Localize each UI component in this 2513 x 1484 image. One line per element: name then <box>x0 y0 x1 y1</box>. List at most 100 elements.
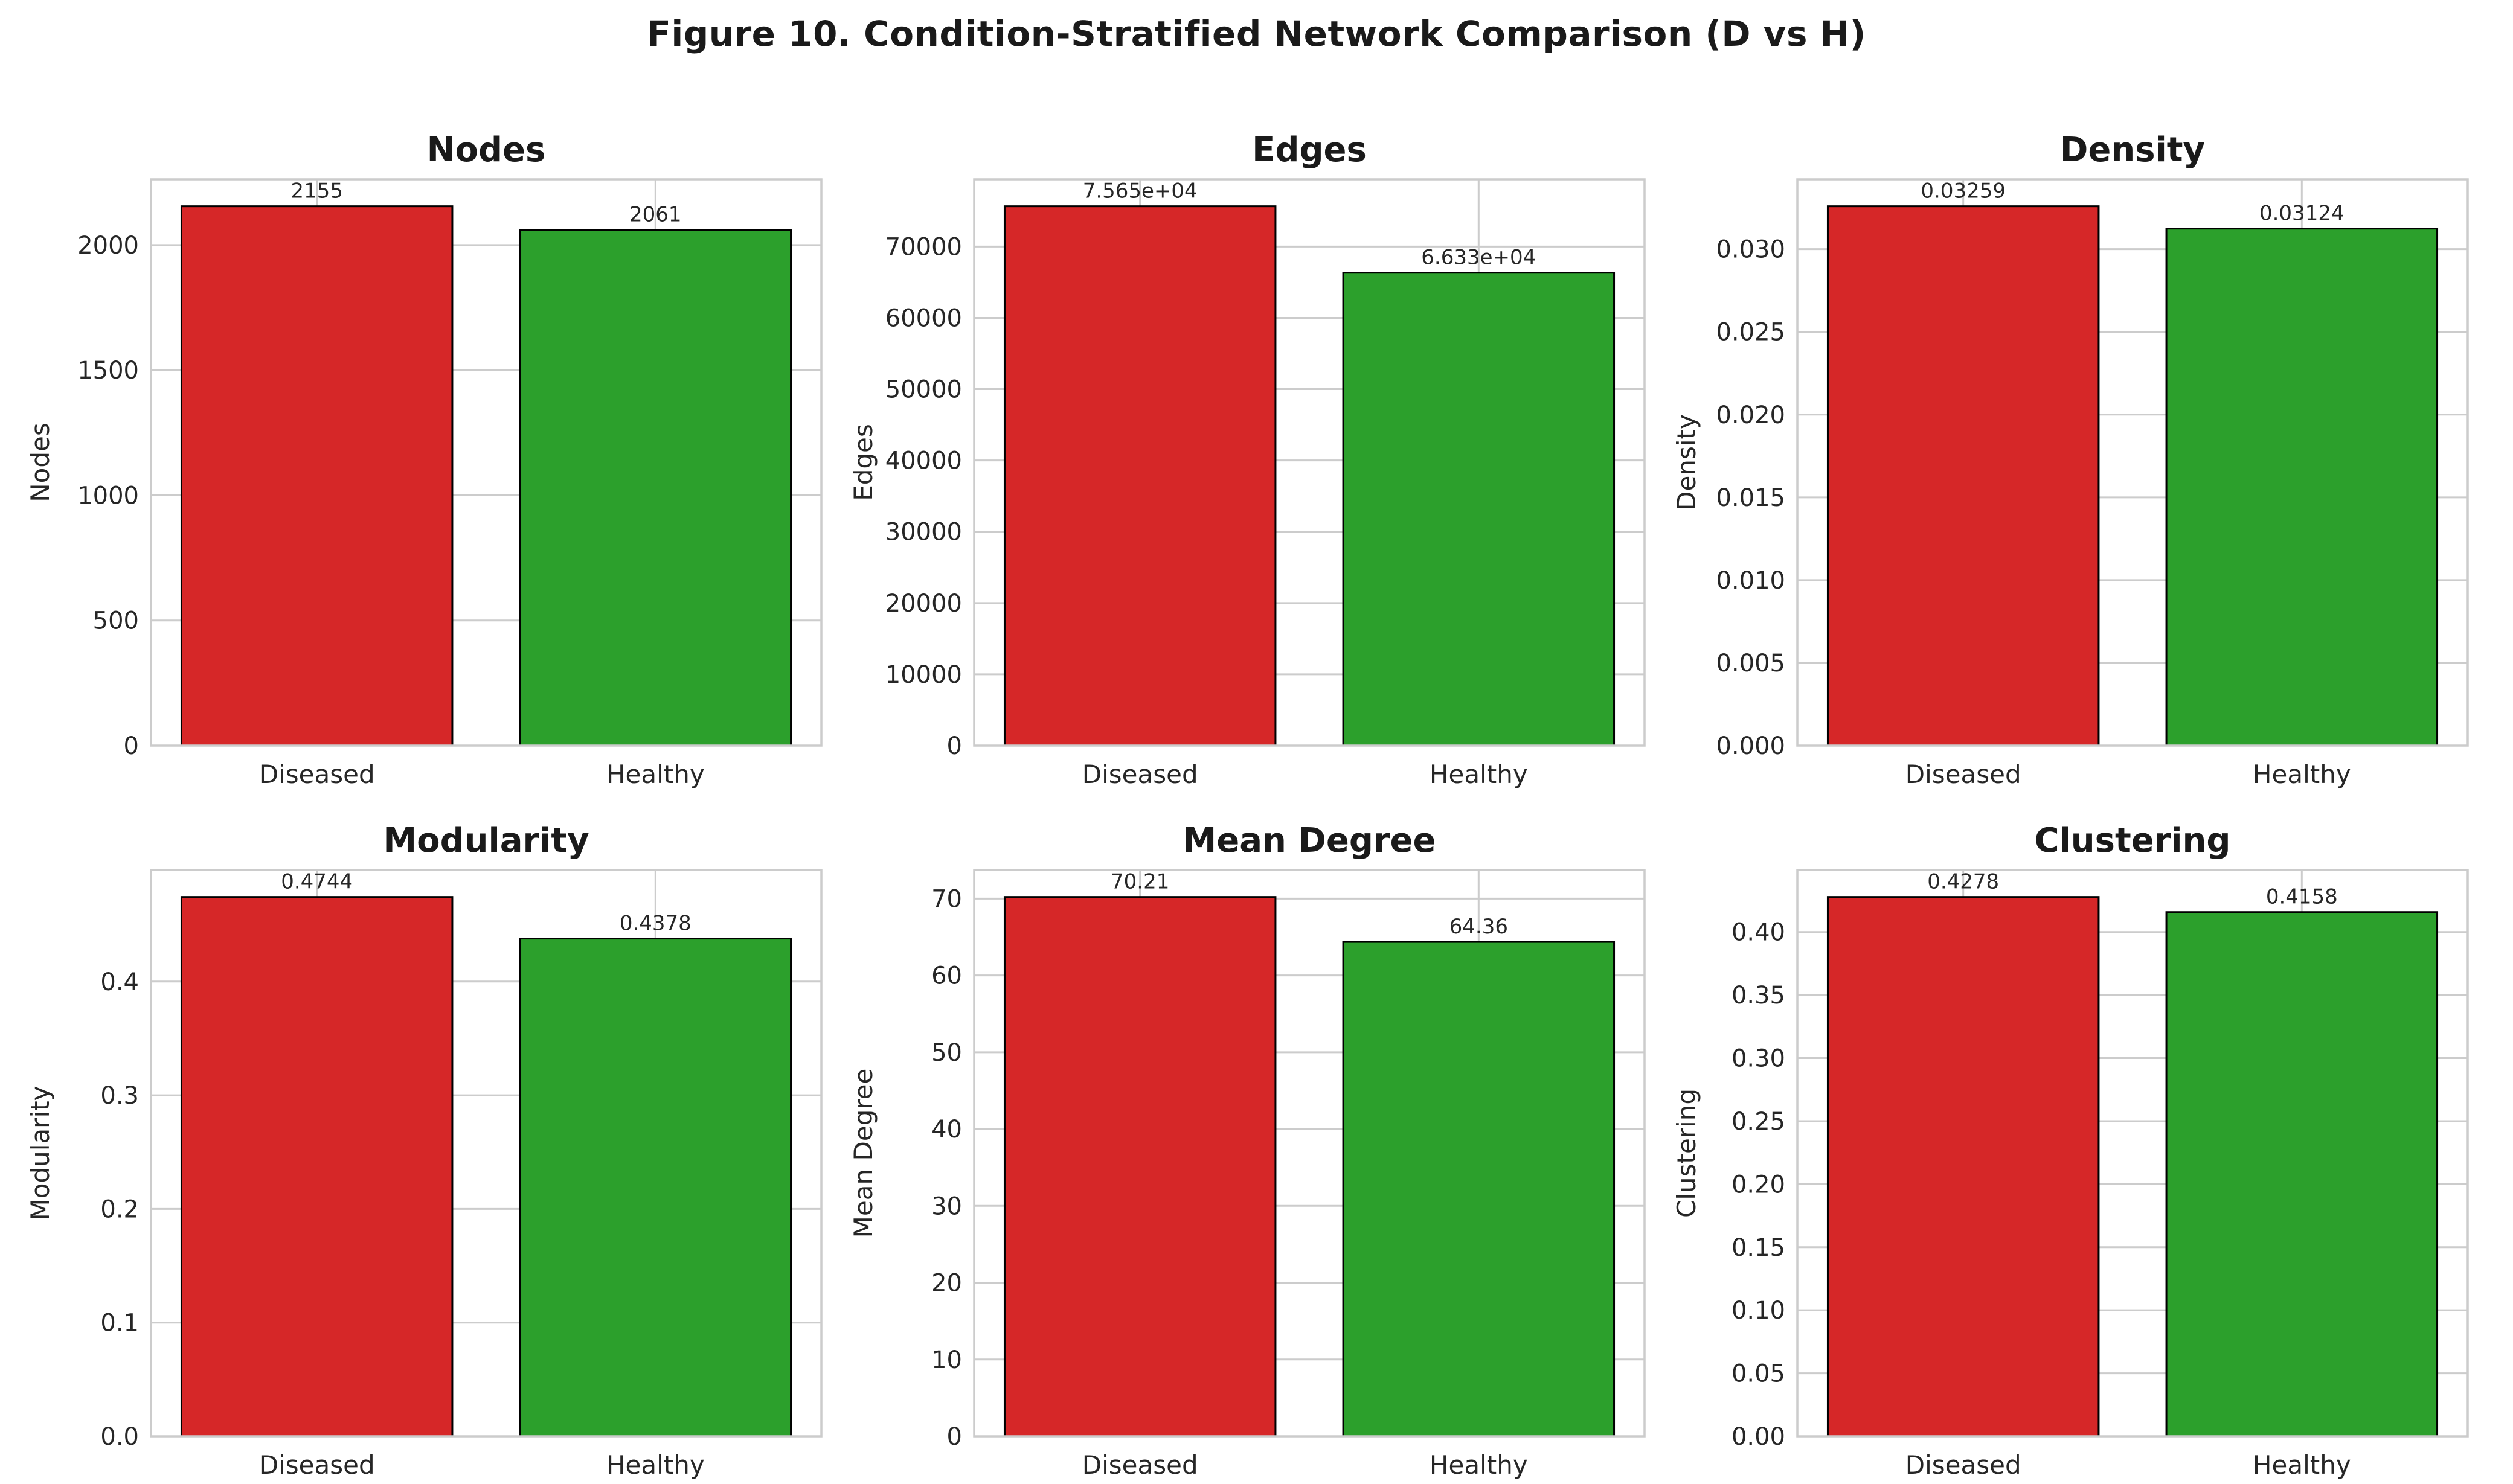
bar-value-label: 2061 <box>629 203 682 227</box>
y-tick-label: 0.25 <box>1731 1108 1785 1136</box>
x-tick-label: Diseased <box>1905 760 2021 789</box>
subplot-title: Mean Degree <box>1183 821 1436 860</box>
y-tick-label: 0 <box>947 1423 962 1451</box>
y-tick-label: 0.15 <box>1731 1234 1785 1262</box>
x-tick-label: Healthy <box>2253 760 2351 789</box>
bar-diseased <box>1826 896 2100 1438</box>
y-tick-label: 0.30 <box>1731 1045 1785 1073</box>
y-axis-label: Edges <box>849 424 878 501</box>
bar-value-label: 0.03124 <box>2259 202 2345 226</box>
y-axis-label: Modularity <box>25 1086 55 1221</box>
y-tick-label: 0.000 <box>1716 732 1785 760</box>
x-tick-label: Diseased <box>1082 1450 1198 1480</box>
bar-value-label: 6.633e+04 <box>1421 246 1536 270</box>
y-tick-label: 0.010 <box>1716 567 1785 595</box>
y-tick-label: 0.1 <box>100 1310 139 1337</box>
y-tick-label: 0.005 <box>1716 650 1785 677</box>
y-tick-label: 0.00 <box>1731 1423 1785 1451</box>
y-tick-label: 1500 <box>77 357 139 385</box>
chart-modularity: 0.4744 Diseased 0.4378 Healthy 0.0 0.1 0.2 0.3 0… <box>25 821 823 1480</box>
y-tick-label: 0.2 <box>100 1195 139 1223</box>
x-tick-label: Diseased <box>1082 760 1198 789</box>
subplot-title: Clustering <box>2034 821 2230 860</box>
bar-healthy <box>519 938 792 1438</box>
subplot-title: Density <box>2060 130 2205 170</box>
bar-value-label: 0.4378 <box>620 912 692 936</box>
y-tick-label: 0.35 <box>1731 982 1785 1009</box>
y-tick-label: 50000 <box>885 376 962 404</box>
y-tick-label: 0.10 <box>1731 1297 1785 1325</box>
y-tick-label: 0.40 <box>1731 919 1785 947</box>
y-tick-label: 0.030 <box>1716 236 1785 264</box>
y-tick-label: 70000 <box>885 233 962 261</box>
x-tick-label: Diseased <box>1905 1450 2021 1480</box>
x-tick-label: Diseased <box>259 760 375 789</box>
subplot-mean-degree: 70.21 Diseased 64.36 Healthy 0 10 20 30 40 50 60 70… <box>844 793 1667 1484</box>
bar-value-label: 0.4158 <box>2266 885 2338 909</box>
y-tick-label: 40 <box>931 1116 962 1143</box>
bar-healthy <box>1342 941 1616 1438</box>
y-tick-label: 0.20 <box>1731 1171 1785 1198</box>
y-axis-label: Density <box>1672 414 1701 511</box>
bar-value-label: 70.21 <box>1111 870 1169 894</box>
bar-diseased <box>1003 205 1277 747</box>
bar-value-label: 0.4278 <box>1927 870 1999 894</box>
y-tick-label: 70 <box>931 885 962 913</box>
y-tick-label: 60 <box>931 962 962 990</box>
x-tick-label: Healthy <box>1430 760 1528 789</box>
bar-value-label: 0.4744 <box>281 870 353 894</box>
bar-diseased <box>180 896 454 1438</box>
y-tick-label: 20000 <box>885 590 962 618</box>
subplot-nodes: 2155 Diseased 2061 Healthy 0 500 1000 1500 2000 N… <box>21 103 844 793</box>
axes-frame <box>150 178 823 747</box>
y-tick-label: 40000 <box>885 447 962 475</box>
y-tick-label: 30000 <box>885 519 962 546</box>
y-tick-label: 0.0 <box>100 1423 139 1451</box>
bar-healthy <box>2165 911 2439 1438</box>
y-tick-label: 1000 <box>77 482 139 510</box>
subplot-title: Modularity <box>383 821 589 860</box>
y-axis-label: Clustering <box>1672 1089 1701 1218</box>
x-tick-label: Diseased <box>259 1450 375 1480</box>
bar-value-label: 2155 <box>290 179 343 203</box>
y-tick-label: 20 <box>931 1270 962 1297</box>
bar-healthy <box>1342 272 1616 747</box>
y-tick-label: 500 <box>93 607 139 635</box>
subplot-modularity: 0.4744 Diseased 0.4378 Healthy 0.0 0.1 0.2 0.3 0… <box>21 793 844 1484</box>
chart-nodes: 2155 Diseased 2061 Healthy 0 500 1000 1500 2000 N… <box>25 130 823 789</box>
y-tick-label: 10000 <box>885 661 962 689</box>
y-tick-label: 0.05 <box>1731 1360 1785 1388</box>
y-tick-label: 2000 <box>77 232 139 260</box>
bar-value-label: 7.565e+04 <box>1083 179 1198 203</box>
figure-title: Figure 10. Condition-Stratified Network … <box>647 13 1866 54</box>
subplot-grid: 2155 Diseased 2061 Healthy 0 500 1000 1500 2000 N… <box>21 103 2491 1484</box>
axes-frame <box>1796 869 2469 1438</box>
y-axis-label: Mean Degree <box>849 1069 878 1238</box>
y-tick-label: 0.025 <box>1716 319 1785 347</box>
y-axis-label: Nodes <box>25 423 55 502</box>
subplot-clustering: 0.4278 Diseased 0.4158 Healthy 0.00 0.05 0.10 0… <box>1667 793 2491 1484</box>
y-tick-label: 50 <box>931 1039 962 1067</box>
subplot-density: 0.03259 Diseased 0.03124 Healthy 0.000 0.005 0… <box>1667 103 2491 793</box>
y-tick-label: 0.3 <box>100 1082 139 1110</box>
y-tick-label: 60000 <box>885 304 962 332</box>
y-tick-label: 0.020 <box>1716 401 1785 429</box>
x-tick-label: Healthy <box>606 1450 705 1480</box>
y-tick-label: 0 <box>947 732 962 760</box>
chart-edges: 7.565e+04 Diseased 6.633e+04 Healthy 0 10000 2… <box>849 130 1646 789</box>
subplot-edges: 7.565e+04 Diseased 6.633e+04 Healthy 0 10000 2… <box>844 103 1667 793</box>
chart-density: 0.03259 Diseased 0.03124 Healthy 0.000 0.005 0… <box>1672 130 2469 789</box>
bar-diseased <box>1826 205 2100 747</box>
y-tick-label: 0.4 <box>100 968 139 996</box>
axes-frame <box>1796 178 2469 747</box>
axes-frame <box>973 869 1646 1438</box>
bar-diseased <box>1003 896 1277 1438</box>
chart-clustering: 0.4278 Diseased 0.4158 Healthy 0.00 0.05 0.10 0… <box>1672 821 2469 1480</box>
y-tick-label: 0.015 <box>1716 484 1785 512</box>
y-tick-label: 30 <box>931 1192 962 1220</box>
subplot-title: Nodes <box>427 130 546 170</box>
bar-value-label: 64.36 <box>1449 915 1508 939</box>
axes-frame <box>973 178 1646 747</box>
x-tick-label: Healthy <box>1430 1450 1528 1480</box>
